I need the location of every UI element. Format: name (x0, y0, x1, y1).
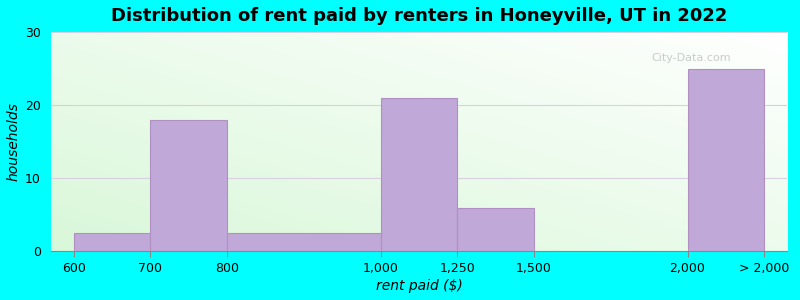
Bar (687, 69, 764, 251)
Text: City-Data.com: City-Data.com (652, 53, 731, 63)
Title: Distribution of rent paid by renters in Honeyville, UT in 2022: Distribution of rent paid by renters in … (110, 7, 727, 25)
X-axis label: rent paid ($): rent paid ($) (376, 279, 462, 293)
Bar (227, 233, 381, 251)
Bar (74, 233, 150, 251)
Bar (458, 208, 534, 251)
Y-axis label: households: households (7, 102, 21, 181)
Bar (381, 98, 458, 251)
Bar (150, 120, 227, 251)
